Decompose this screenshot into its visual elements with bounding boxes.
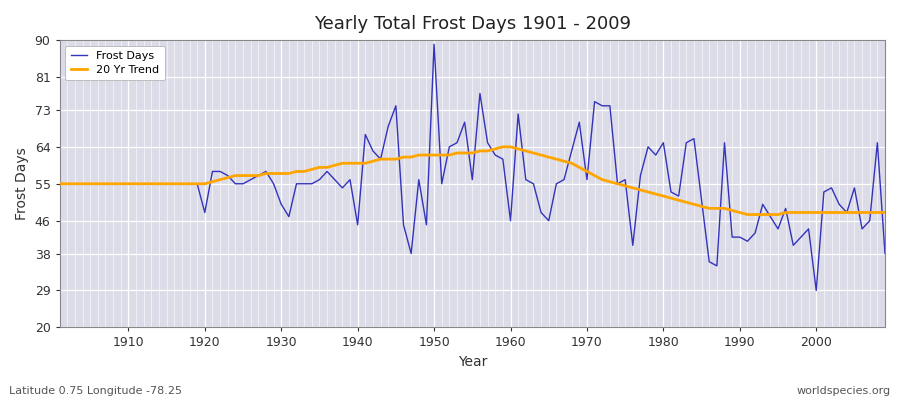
Text: Latitude 0.75 Longitude -78.25: Latitude 0.75 Longitude -78.25 — [9, 386, 182, 396]
20 Yr Trend — [498, 144, 508, 149]
20 Yr Trend — [329, 163, 340, 168]
Frost Days — [811, 288, 822, 293]
Text: worldspecies.org: worldspecies.org — [796, 386, 891, 396]
Title: Yearly Total Frost Days 1901 - 2009: Yearly Total Frost Days 1901 - 2009 — [314, 15, 631, 33]
Frost Days — [428, 42, 439, 47]
Frost Days — [284, 214, 294, 219]
20 Yr Trend — [115, 181, 126, 186]
Frost Days — [54, 181, 65, 186]
Frost Days — [605, 103, 616, 108]
Line: Frost Days: Frost Days — [59, 44, 885, 290]
20 Yr Trend — [513, 146, 524, 151]
X-axis label: Year: Year — [457, 355, 487, 369]
Frost Days — [329, 177, 340, 182]
Frost Days — [879, 251, 890, 256]
Legend: Frost Days, 20 Yr Trend: Frost Days, 20 Yr Trend — [65, 46, 165, 80]
Frost Days — [513, 112, 524, 116]
20 Yr Trend — [879, 210, 890, 215]
Frost Days — [115, 181, 126, 186]
20 Yr Trend — [742, 212, 752, 217]
Line: 20 Yr Trend: 20 Yr Trend — [59, 147, 885, 214]
20 Yr Trend — [605, 179, 616, 184]
Y-axis label: Frost Days: Frost Days — [15, 147, 29, 220]
20 Yr Trend — [505, 144, 516, 149]
Frost Days — [505, 218, 516, 223]
20 Yr Trend — [54, 181, 65, 186]
20 Yr Trend — [284, 171, 294, 176]
